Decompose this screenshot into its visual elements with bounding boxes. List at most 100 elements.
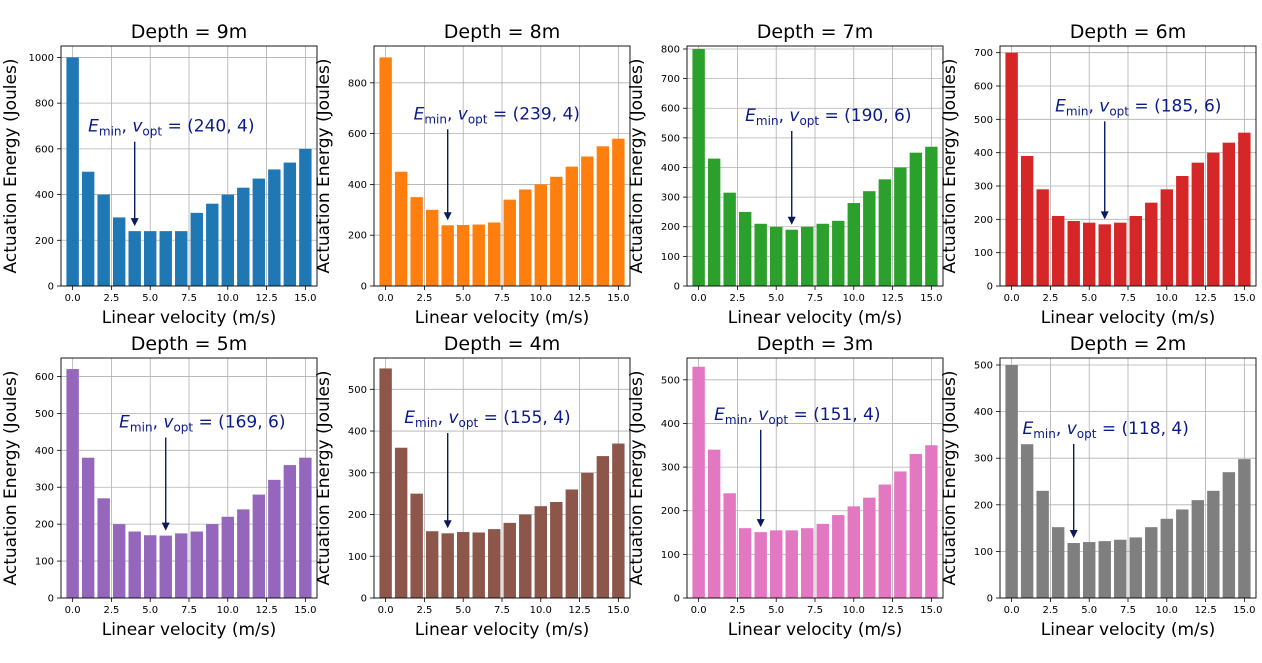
bar <box>738 211 752 286</box>
bar <box>159 535 172 598</box>
bar <box>81 171 95 286</box>
y-axis-label: Actuation Energy (Joules) <box>314 371 334 586</box>
x-tick-label: 15.0 <box>1233 605 1255 616</box>
bar <box>723 192 736 286</box>
annotation-label: Emin, vopt = (185, 6) <box>1055 96 1221 118</box>
x-tick-label: 12.5 <box>1194 293 1216 304</box>
bar <box>770 226 783 286</box>
y-tick-label: 100 <box>348 552 367 563</box>
y-tick-label: 200 <box>974 500 993 511</box>
subplot-6: 0.0 2.5 5.0 7.5 10.0 12.5 15.0 0 100 200 300 400 500… <box>314 333 631 640</box>
y-tick-label: 600 <box>35 372 54 383</box>
x-tick-label: 7.5 <box>494 293 510 304</box>
bar <box>190 212 203 286</box>
bar <box>785 530 798 598</box>
subplot-7: 0.0 2.5 5.0 7.5 10.0 12.5 15.0 0 100 200 300 400 500… <box>627 333 944 640</box>
bar <box>441 533 454 598</box>
bar <box>847 203 860 286</box>
bar <box>472 532 485 598</box>
x-tick-label: 10.0 <box>843 293 865 304</box>
bar <box>144 231 157 286</box>
x-tick-label: 2.5 <box>729 605 745 616</box>
bar <box>596 146 610 286</box>
bar <box>112 217 126 286</box>
y-tick-label: 500 <box>661 133 680 144</box>
bar <box>1005 52 1018 286</box>
y-tick-label: 500 <box>974 360 993 371</box>
y-tick-label: 500 <box>974 115 993 126</box>
y-tick-label: 200 <box>661 222 680 233</box>
bar <box>503 199 516 286</box>
y-axis-label: Actuation Energy (Joules) <box>940 371 960 586</box>
bar <box>1020 444 1034 598</box>
y-tick-label: 100 <box>661 550 680 561</box>
bar <box>801 226 814 286</box>
y-tick-label: 300 <box>974 454 993 465</box>
x-tick-label: 10.0 <box>530 605 552 616</box>
bar <box>410 197 423 286</box>
x-tick-label: 2.5 <box>729 293 745 304</box>
x-tick-label: 15.0 <box>920 293 942 304</box>
bar <box>206 524 219 598</box>
bar <box>1129 537 1142 598</box>
bar <box>457 532 470 598</box>
y-tick-label: 600 <box>348 129 367 140</box>
x-tick-label: 15.0 <box>920 605 942 616</box>
x-axis-label: Linear velocity (m/s) <box>728 308 903 328</box>
x-tick-label: 15.0 <box>294 605 316 616</box>
annotation-label: Emin, vopt = (169, 6) <box>119 413 285 435</box>
bar <box>534 184 547 286</box>
bar <box>221 194 234 286</box>
bar <box>612 138 625 286</box>
y-tick-label: 200 <box>348 510 367 521</box>
x-tick-label: 5.0 <box>455 293 471 304</box>
bar <box>909 454 923 598</box>
x-tick-label: 10.0 <box>217 293 239 304</box>
x-tick-label: 7.5 <box>494 605 510 616</box>
bar <box>692 48 705 286</box>
x-tick-label: 12.5 <box>881 605 903 616</box>
annotation-arrow-head <box>161 522 170 531</box>
bar <box>863 191 876 286</box>
bar <box>1160 518 1173 598</box>
x-tick-label: 5.0 <box>142 605 158 616</box>
bar <box>581 156 594 286</box>
bar <box>425 209 439 286</box>
bar <box>596 456 610 598</box>
subplot-1: 0.0 2.5 5.0 7.5 10.0 12.5 15.0 0 200 400 600 800 100… <box>1 21 318 328</box>
x-tick-label: 7.5 <box>1120 293 1136 304</box>
bar <box>770 530 783 598</box>
bar <box>832 515 845 598</box>
bar <box>1067 543 1080 598</box>
bar <box>1145 527 1158 598</box>
x-tick-label: 2.5 <box>103 605 119 616</box>
x-axis-label: Linear velocity (m/s) <box>415 308 590 328</box>
x-tick-label: 2.5 <box>1042 605 1058 616</box>
bar <box>550 502 563 598</box>
x-tick-label: 15.0 <box>1233 293 1255 304</box>
subplot-title: Depth = 6m <box>1070 21 1186 43</box>
bar <box>299 148 312 286</box>
x-tick-label: 0.0 <box>1004 293 1020 304</box>
subplot-4: 0.0 2.5 5.0 7.5 10.0 12.5 15.0 0 100 200 300 400 500… <box>940 21 1257 328</box>
y-tick-label: 100 <box>974 547 993 558</box>
x-tick-label: 7.5 <box>181 605 197 616</box>
bar <box>175 231 188 286</box>
bar <box>252 178 266 286</box>
y-tick-label: 300 <box>661 193 680 204</box>
annotation-arrow-head <box>443 520 452 529</box>
bar <box>1036 490 1049 598</box>
y-tick-label: 100 <box>35 557 54 568</box>
x-tick-label: 12.5 <box>255 605 277 616</box>
x-tick-label: 0.0 <box>691 605 707 616</box>
subplot-3: 0.0 2.5 5.0 7.5 10.0 12.5 15.0 0 100 200 300 400 500… <box>627 21 944 328</box>
x-tick-label: 12.5 <box>881 293 903 304</box>
y-tick-label: 800 <box>661 44 680 55</box>
bar <box>97 194 110 286</box>
bar <box>81 457 95 598</box>
x-tick-label: 7.5 <box>807 605 823 616</box>
bar <box>379 368 392 598</box>
x-tick-label: 12.5 <box>568 293 590 304</box>
bar <box>252 494 266 598</box>
bar <box>488 222 501 286</box>
